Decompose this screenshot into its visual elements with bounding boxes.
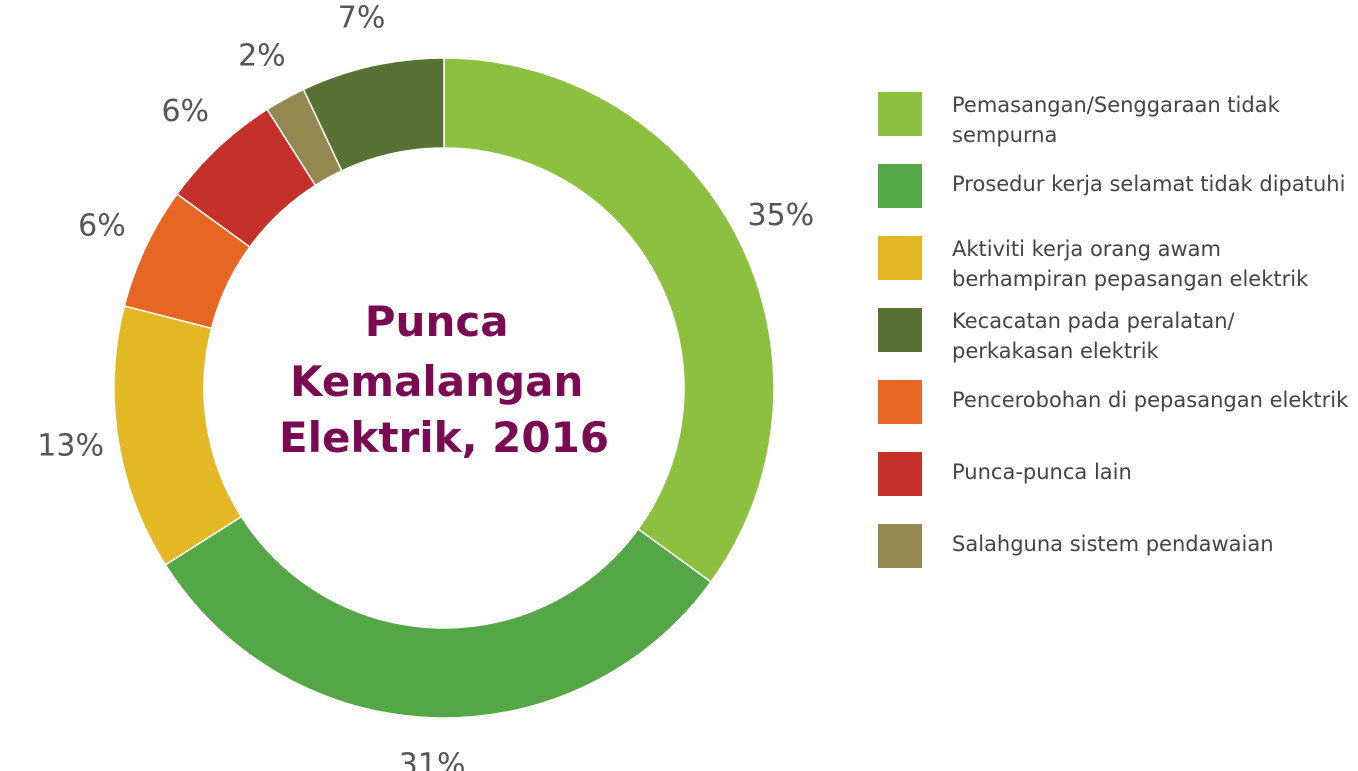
legend-label: Pemasangan/Senggaraan tidak sempurna [952, 93, 1280, 147]
slice-label: 35% [747, 198, 814, 233]
donut-slice [164, 515, 713, 719]
donut-slice [302, 57, 445, 172]
legend-swatch [878, 452, 922, 496]
legend-swatch [878, 380, 922, 424]
legend-label: Punca-punca lain [952, 460, 1132, 484]
legend-swatch [878, 92, 922, 136]
slice-label: 31% [399, 747, 466, 771]
legend-swatch [878, 524, 922, 568]
legend-label: Salahguna sistem pendawaian [952, 532, 1274, 556]
slice-label: 6% [78, 209, 126, 244]
chart-title: Punca Kemalangan Elektrik, 2016 [279, 297, 609, 462]
slice-label: 7% [338, 1, 386, 36]
slice-label: 13% [37, 429, 104, 464]
title-line: Kemalangan [290, 357, 583, 406]
legend-swatch [878, 164, 922, 208]
legend-label: Prosedur kerja selamat tidak dipatuhi [952, 172, 1346, 196]
legend-label: Kecacatan pada peralatan/ perkakasan ele… [952, 309, 1235, 363]
slice-label: 6% [161, 94, 209, 129]
legend-label: Pencerobohan di pepasangan elektrik [952, 388, 1349, 412]
title-line: Elektrik, 2016 [279, 413, 609, 462]
slice-label: 2% [238, 38, 286, 73]
title-line: Punca [365, 297, 509, 346]
donut-chart: Punca Kemalangan Elektrik, 2016 35% 31% 13… [37, 1, 814, 771]
legend-swatch [878, 236, 922, 280]
donut-slice [113, 305, 243, 566]
donut-slice [443, 57, 775, 584]
legend-label: Aktiviti kerja orang awam berhampiran pe… [952, 237, 1309, 291]
legend-swatch [878, 308, 922, 352]
